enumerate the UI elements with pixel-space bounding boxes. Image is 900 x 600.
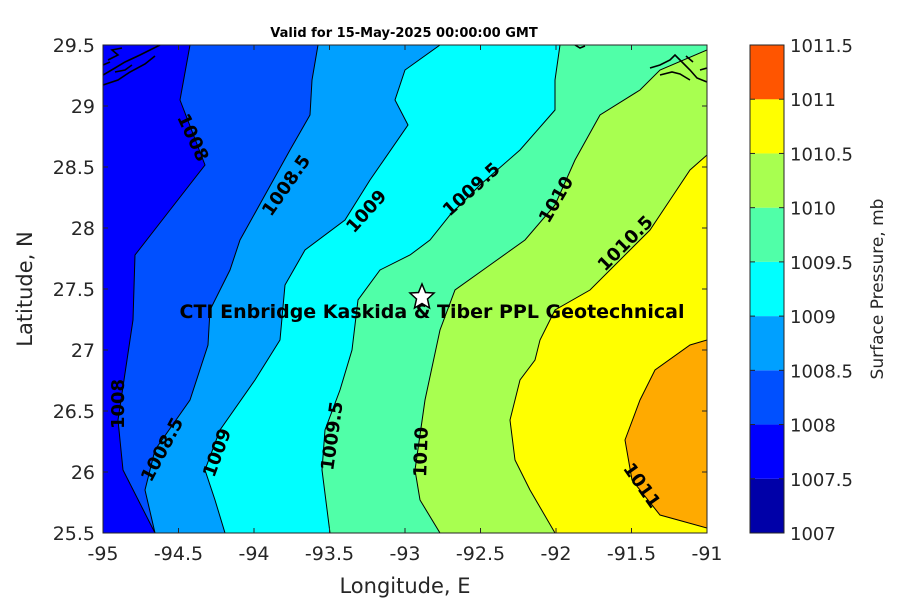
- contour-fill-layer: [103, 45, 707, 533]
- colorbar-segment: [750, 370, 784, 425]
- y-tick-label: 27.5: [53, 279, 95, 301]
- contour-lines: [117, 45, 707, 533]
- colorbar-segment: [750, 478, 784, 533]
- y-axis-label: Latitude, N: [13, 231, 37, 347]
- y-tick-label: 28.5: [53, 157, 95, 179]
- colorbar-segment: [750, 424, 784, 479]
- contour-line-1009.5: [321, 45, 561, 533]
- x-tick-label: -93.5: [305, 543, 354, 565]
- x-axis-label: Longitude, E: [339, 574, 470, 598]
- band-1009-1009.5: [205, 45, 560, 533]
- colorbar-tick-label: 1007: [790, 524, 836, 545]
- colorbar-segment: [750, 45, 784, 100]
- colorbar-segment: [750, 99, 784, 154]
- colorbar-tick-label: 1009.5: [790, 253, 853, 274]
- colorbar: 1011.5 1011 1010.5 1010 1009.5 1009 1008.5 1008…: [750, 36, 853, 545]
- colorbar-label: Surface Pressure, mb: [868, 199, 888, 380]
- contour-label: 1010: [410, 427, 433, 478]
- x-tick-label: -94.5: [154, 543, 203, 565]
- contour-line-1009: [204, 45, 441, 533]
- y-tick-label: 25.5: [53, 523, 95, 545]
- y-tick-label: 29.5: [53, 35, 95, 57]
- colorbar-frame: [749, 44, 785, 534]
- colorbar-tick-label: 1008.5: [790, 361, 853, 382]
- x-tick-label: -93: [389, 543, 420, 565]
- x-tick-label: -92.5: [456, 543, 505, 565]
- contour-line-1008: [117, 45, 206, 533]
- contour-line-1010: [414, 49, 707, 533]
- colorbar-tick-label: 1011: [790, 90, 836, 111]
- band-1009.5-1010: [322, 45, 707, 533]
- y-tick-label: 26: [71, 462, 95, 484]
- band-1007.5-1008-dark: [103, 45, 205, 533]
- colorbar-tick-label: 1011.5: [790, 36, 853, 57]
- colorbar-segment: [750, 261, 784, 317]
- band-1008.5-1009: [145, 45, 440, 533]
- x-tick-label: -92: [540, 543, 571, 565]
- colorbar-tick-label: 1009: [790, 307, 836, 328]
- y-tick-label: 29: [71, 96, 95, 118]
- site-marker: [408, 282, 436, 310]
- band-1010-1010.5: [415, 50, 707, 533]
- y-tick-label: 28: [71, 218, 95, 240]
- band-1008-1008.5: [118, 45, 318, 533]
- star-icon: [408, 282, 436, 310]
- colorbar-segment: [750, 153, 784, 208]
- y-tick-label: 27: [71, 340, 95, 362]
- colorbar-tick-label: 1007.5: [790, 470, 853, 491]
- x-tick-label: -91.5: [607, 543, 656, 565]
- contour-line-1008.5: [144, 45, 319, 533]
- colorbar-tick-label: 1008: [790, 416, 836, 437]
- contour-label: 1008: [108, 379, 129, 429]
- band-1011-1011.5: [625, 340, 707, 528]
- site-label: CTI Enbridge Kaskida & Tiber PPL Geotech…: [180, 301, 685, 323]
- x-tick-label: -95: [87, 543, 118, 565]
- coastline: [103, 45, 707, 86]
- x-tick-label: -91: [691, 543, 722, 565]
- map-title: Valid for 15-May-2025 00:00:00 GMT: [270, 26, 538, 41]
- colorbar-segment: [750, 207, 784, 262]
- coastline-east: [574, 45, 707, 83]
- coastline-west: [103, 45, 161, 86]
- y-axis: 29.5 29 28.5 28 27.5 27 26.5 26 25.5: [53, 35, 707, 545]
- x-axis: -95 -94.5 -94 -93.5 -93 -92.5 -92 -91.5 -91: [87, 45, 723, 565]
- colorbar-tick-label: 1010.5: [790, 144, 853, 165]
- contour-line-1011: [624, 339, 707, 529]
- y-tick-label: 26.5: [53, 401, 95, 423]
- band-1010.5-1011: [510, 155, 707, 533]
- x-tick-label: -94: [238, 543, 269, 565]
- colorbar-tick-label: 1010: [790, 199, 836, 220]
- contour-line-1010.5: [509, 154, 707, 533]
- colorbar-segment: [750, 316, 784, 371]
